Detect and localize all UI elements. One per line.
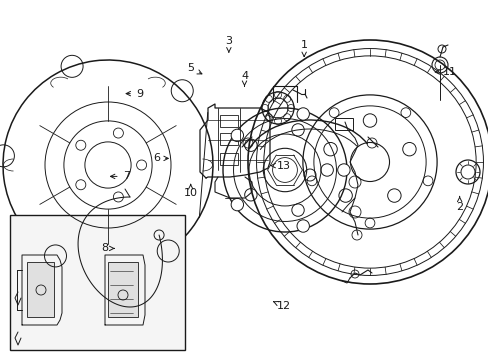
Bar (27, 262, 54, 317)
Circle shape (231, 129, 243, 141)
Text: 7: 7 (110, 171, 129, 181)
Text: 8: 8 (102, 243, 114, 253)
Text: 9: 9 (126, 89, 142, 99)
Bar (108, 262, 138, 317)
Text: 4: 4 (241, 71, 247, 86)
Text: 12: 12 (273, 301, 290, 311)
Circle shape (231, 198, 243, 211)
Circle shape (296, 108, 309, 120)
Text: 11: 11 (434, 67, 456, 77)
Bar (334, 118, 352, 130)
Text: 13: 13 (270, 161, 290, 171)
Bar (220, 115, 238, 127)
Text: 3: 3 (225, 36, 232, 52)
Text: 1: 1 (300, 40, 307, 57)
Text: 2: 2 (455, 197, 462, 212)
Bar (220, 133, 238, 145)
Circle shape (296, 220, 309, 232)
Text: 6: 6 (153, 153, 168, 163)
Circle shape (337, 164, 349, 176)
Text: 5: 5 (187, 63, 202, 74)
Text: 10: 10 (183, 184, 197, 198)
Bar (220, 153, 238, 165)
Bar (10, 215, 184, 350)
